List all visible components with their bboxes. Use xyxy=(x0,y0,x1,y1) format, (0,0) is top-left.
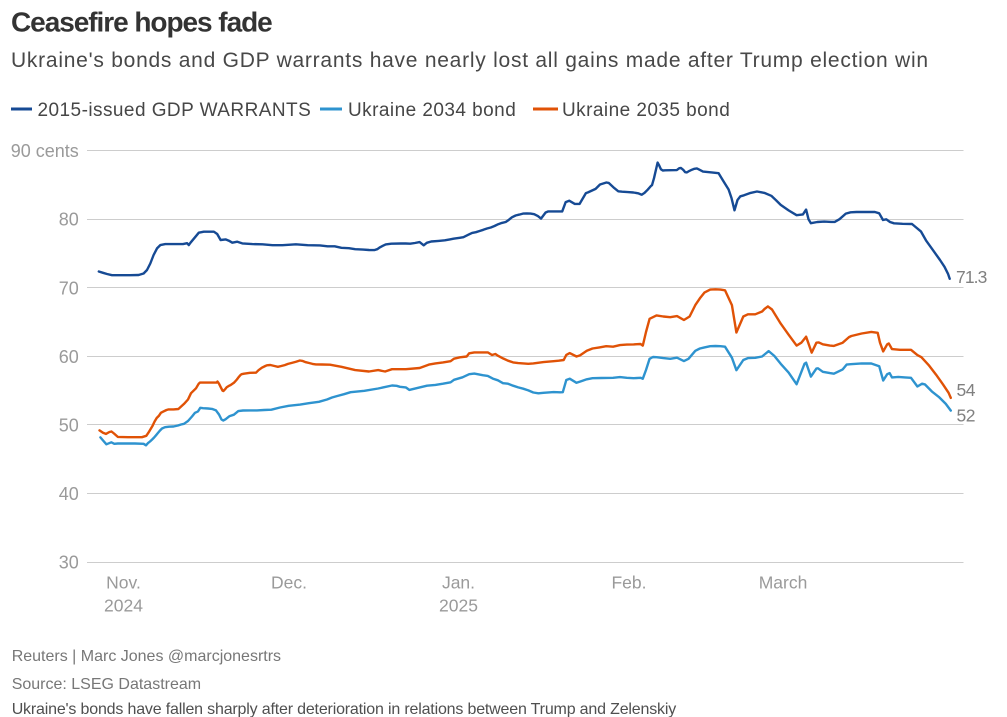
svg-text:52: 52 xyxy=(957,406,975,426)
svg-text:Ukraine's bonds and GDP warran: Ukraine's bonds and GDP warrants have ne… xyxy=(11,49,929,72)
svg-text:54: 54 xyxy=(957,380,976,400)
svg-text:71.3: 71.3 xyxy=(956,267,987,287)
svg-text:Ukraine's bonds have fallen sh: Ukraine's bonds have fallen sharply afte… xyxy=(12,701,677,717)
svg-text:2015-issued GDP WARRANTS: 2015-issued GDP WARRANTS xyxy=(38,100,312,121)
svg-text:March: March xyxy=(759,572,808,592)
svg-text:Reuters | Marc Jones @marcjone: Reuters | Marc Jones @marcjonesrtrs xyxy=(12,648,281,665)
svg-text:2025: 2025 xyxy=(439,596,478,616)
svg-text:Dec.: Dec. xyxy=(271,572,307,592)
svg-text:30: 30 xyxy=(59,553,79,573)
svg-text:90 cents: 90 cents xyxy=(11,141,79,161)
svg-text:50: 50 xyxy=(59,416,79,436)
svg-text:2024: 2024 xyxy=(104,596,143,616)
svg-text:40: 40 xyxy=(59,484,79,504)
svg-text:Source: LSEG Datastream: Source: LSEG Datastream xyxy=(12,676,201,693)
svg-text:70: 70 xyxy=(59,278,79,298)
svg-text:60: 60 xyxy=(59,347,79,367)
svg-text:80: 80 xyxy=(59,210,79,230)
svg-text:Feb.: Feb. xyxy=(611,572,646,592)
svg-text:Ceasefire hopes fade: Ceasefire hopes fade xyxy=(11,7,272,38)
svg-text:Ukraine 2035 bond: Ukraine 2035 bond xyxy=(562,100,730,121)
svg-text:Ukraine 2034 bond: Ukraine 2034 bond xyxy=(348,100,516,121)
svg-text:Jan.: Jan. xyxy=(442,572,475,592)
svg-text:Nov.: Nov. xyxy=(106,572,141,592)
